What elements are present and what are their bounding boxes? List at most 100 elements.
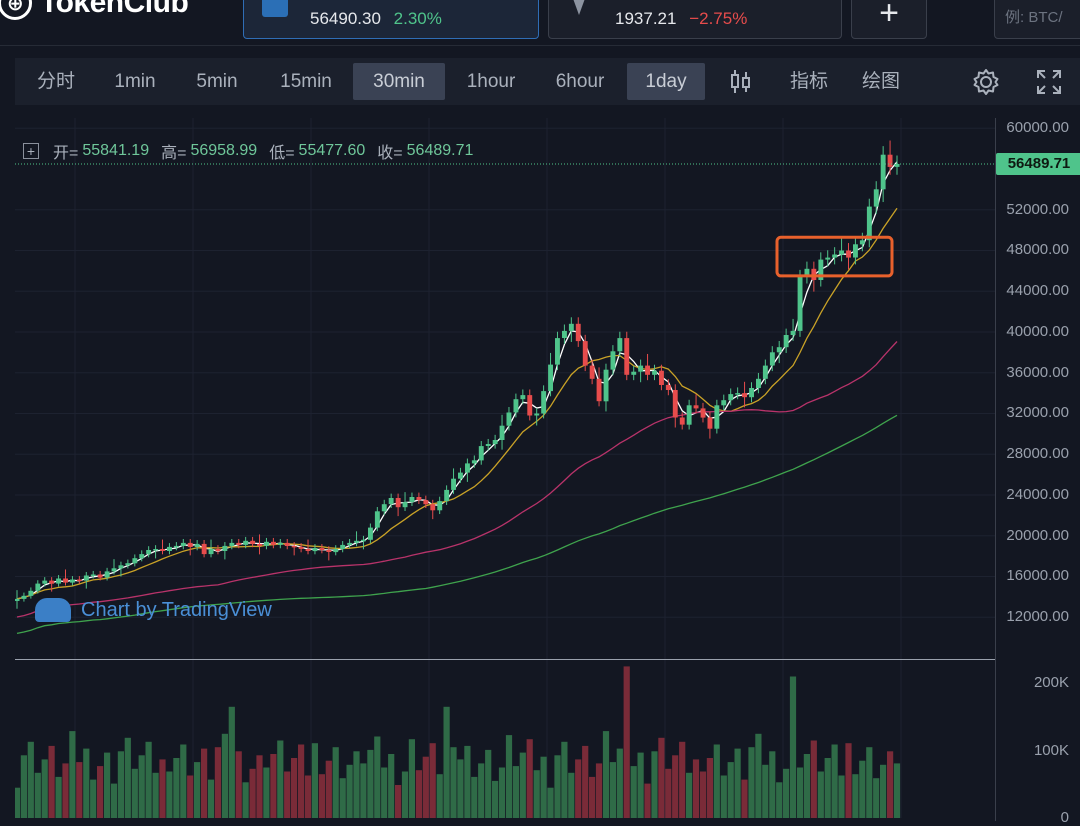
add-ticker-button[interactable]: + [851, 0, 927, 39]
volume-bar [90, 779, 97, 818]
interval-5min[interactable]: 5min [196, 71, 238, 92]
volume-bar [374, 736, 381, 818]
candle-body [333, 549, 339, 553]
volume-bar [741, 779, 748, 818]
candle-body [686, 405, 692, 425]
ticker-card-eth[interactable]: 1937.21 −2.75% [548, 0, 842, 39]
candle-body [880, 154, 886, 190]
candle-body [15, 598, 20, 601]
collapse-legend-icon[interactable]: + [23, 143, 39, 159]
volume-bar [41, 759, 48, 818]
volume-bar [110, 783, 118, 818]
volume-bar [866, 747, 873, 818]
volume-bar [214, 747, 221, 818]
interval-1hour[interactable]: 1hour [466, 71, 516, 92]
candlestick-icon[interactable] [723, 63, 759, 100]
candle-body [388, 498, 394, 505]
draw-button[interactable]: 绘图 [861, 71, 900, 92]
volume-bar [318, 774, 325, 818]
interval-15min[interactable]: 15min [280, 71, 332, 92]
interval-30min[interactable]: 30min [353, 63, 445, 100]
price-axis[interactable]: 60000.00 52000.00 48000.00 44000.00 40000.00… [995, 118, 1080, 826]
volume-bar [796, 767, 804, 818]
candle-body [825, 257, 831, 260]
volume-bar [734, 748, 741, 818]
volume-bar [762, 764, 769, 818]
volume-bar [429, 743, 436, 818]
candle-body [776, 347, 782, 353]
candle-body [672, 390, 678, 418]
volume-bar [360, 763, 367, 818]
price-axis-label: 32000.00 [1006, 404, 1069, 422]
volume-bar [568, 772, 575, 818]
candle-body [832, 254, 838, 258]
price-chart[interactable]: + 开= 55841.19 高= 56958.99 低= 55477.60 收= 564… [15, 118, 1080, 826]
volume-bar [117, 751, 124, 818]
volume-bar [62, 763, 69, 818]
candle-body [291, 545, 297, 548]
candle-body [111, 568, 117, 572]
volume-bar [755, 733, 762, 818]
candle-body [790, 330, 796, 335]
volume-bar [595, 763, 603, 818]
fullscreen-icon[interactable] [1029, 63, 1069, 100]
tradingview-watermark[interactable]: Chart by TradingView [35, 598, 272, 622]
candle-body [846, 250, 851, 258]
volume-bar [512, 766, 519, 818]
candle-body [769, 352, 775, 366]
volume-bar [713, 744, 720, 818]
volume-bar [207, 779, 215, 818]
candle-body [173, 545, 179, 548]
candle-body [652, 370, 657, 375]
volume-bar [180, 744, 187, 818]
volume-bar [893, 763, 901, 818]
candle-body [451, 478, 456, 490]
interval-1day[interactable]: 1day [627, 63, 705, 100]
volume-bar [498, 767, 506, 818]
candle-body [97, 574, 103, 578]
indicators-button[interactable]: 指标 [789, 71, 828, 92]
tradingview-logo-icon [35, 598, 71, 622]
candle-body [187, 542, 193, 547]
high-value: 56958.99 [190, 142, 258, 159]
candle-body [153, 549, 159, 551]
interval-6hour[interactable]: 6hour [555, 71, 605, 92]
candle-body [894, 164, 900, 167]
candle-body [742, 393, 747, 398]
volume-divider[interactable] [15, 659, 995, 660]
candle-body [264, 541, 269, 546]
candle-body [811, 268, 817, 280]
volume-bar [284, 771, 291, 818]
ticker-change: −2.75% [689, 9, 748, 28]
interval-1min[interactable]: 1min [114, 71, 156, 92]
volume-bar [817, 771, 824, 818]
price-axis-label: 12000.00 [1006, 608, 1069, 626]
candle-body [374, 511, 380, 528]
candle-body [873, 189, 879, 207]
settings-icon[interactable] [965, 63, 1007, 100]
volume-bar [415, 770, 422, 818]
candle-body [887, 154, 893, 167]
open-value: 55841.19 [82, 142, 150, 159]
volume-bar [256, 755, 263, 818]
candle-body [707, 417, 713, 429]
volume-bar [887, 751, 894, 818]
candle-body [430, 504, 436, 511]
search-input[interactable] [994, 0, 1080, 39]
candle-body [499, 425, 505, 440]
volume-bar [381, 767, 388, 818]
volume-bar [332, 747, 339, 818]
volume-bar [575, 759, 582, 818]
volume-bar [55, 776, 62, 818]
candle-body [485, 444, 491, 446]
logo[interactable]: ⊕ TokenClub [0, 0, 189, 20]
volume-bar [803, 754, 810, 818]
interval-timeline[interactable]: 分时 [36, 71, 75, 92]
volume-bar [450, 747, 457, 818]
candle-body [783, 335, 789, 348]
ticker-card-btc[interactable]: 56490.30 2.30% [243, 0, 539, 39]
candle-body [277, 542, 283, 545]
candle-body [471, 460, 477, 464]
candle-body [146, 550, 152, 555]
volume-bar [97, 766, 104, 818]
